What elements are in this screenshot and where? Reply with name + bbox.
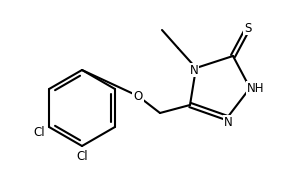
Text: N: N — [190, 64, 198, 76]
Text: Cl: Cl — [76, 150, 88, 163]
Text: Cl: Cl — [34, 126, 45, 139]
Text: S: S — [244, 21, 252, 35]
Text: N: N — [224, 115, 232, 128]
Text: O: O — [133, 89, 143, 102]
Text: NH: NH — [247, 81, 265, 94]
